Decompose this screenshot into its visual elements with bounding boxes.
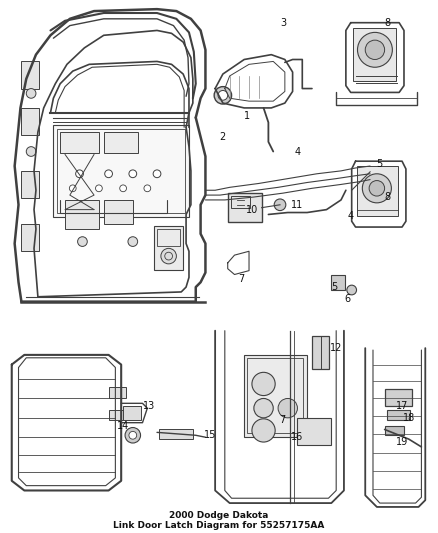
Bar (21, 224, 39, 251)
Bar (104, 200, 133, 224)
Text: 17: 17 (396, 401, 408, 411)
Bar (312, 335, 329, 369)
Bar (385, 389, 412, 406)
Bar (385, 425, 404, 435)
Circle shape (252, 419, 275, 442)
Circle shape (125, 427, 141, 443)
Circle shape (274, 199, 286, 211)
Circle shape (129, 431, 137, 439)
Bar (157, 229, 180, 246)
Bar (353, 28, 396, 81)
Bar (159, 430, 193, 439)
Circle shape (26, 147, 36, 156)
Bar (297, 418, 331, 445)
Circle shape (76, 170, 83, 177)
Circle shape (365, 40, 385, 60)
Bar (357, 166, 398, 216)
Text: 1: 1 (244, 111, 250, 120)
Bar (53, 125, 189, 217)
Bar (387, 410, 410, 420)
Bar (65, 200, 99, 229)
Circle shape (362, 174, 392, 203)
Bar (57, 129, 185, 214)
Text: 12: 12 (330, 343, 343, 353)
Circle shape (144, 185, 151, 192)
Bar (228, 193, 261, 222)
Text: 4: 4 (348, 212, 354, 221)
Circle shape (105, 170, 113, 177)
Text: 10: 10 (246, 205, 258, 215)
Text: 19: 19 (396, 437, 408, 447)
Bar (331, 274, 345, 290)
Text: 6: 6 (345, 294, 351, 304)
Bar (244, 355, 307, 437)
Circle shape (278, 399, 297, 418)
Text: 7: 7 (279, 415, 285, 425)
Bar (109, 387, 126, 399)
Circle shape (161, 248, 177, 264)
Bar (104, 132, 138, 154)
Circle shape (95, 185, 102, 192)
Text: 7: 7 (238, 274, 244, 284)
Circle shape (218, 91, 228, 100)
Circle shape (78, 237, 87, 246)
Circle shape (153, 170, 161, 177)
Circle shape (26, 88, 36, 98)
Text: 14: 14 (117, 421, 129, 431)
Circle shape (120, 185, 127, 192)
Circle shape (69, 185, 76, 192)
Bar (154, 226, 183, 270)
Bar (21, 171, 39, 198)
Bar (60, 132, 99, 154)
Text: 8: 8 (385, 18, 391, 28)
Circle shape (129, 170, 137, 177)
Text: 16: 16 (291, 432, 304, 442)
Text: 4: 4 (294, 147, 300, 157)
Text: 8: 8 (385, 192, 391, 202)
Circle shape (357, 33, 392, 67)
Text: 5: 5 (377, 159, 383, 169)
Text: 2000 Dodge Dakota
Link Door Latch Diagram for 55257175AA: 2000 Dodge Dakota Link Door Latch Diagra… (113, 511, 325, 530)
Circle shape (128, 237, 138, 246)
Bar (109, 410, 126, 420)
Bar (21, 108, 39, 135)
Text: 5: 5 (331, 282, 337, 292)
Text: 2: 2 (219, 132, 225, 142)
Circle shape (254, 399, 273, 418)
Circle shape (369, 181, 385, 196)
Text: 15: 15 (204, 430, 216, 440)
Bar (21, 61, 39, 88)
Bar (123, 406, 141, 420)
Circle shape (214, 87, 232, 104)
Text: 11: 11 (291, 200, 304, 210)
Bar (231, 196, 250, 208)
Circle shape (252, 373, 275, 395)
Circle shape (347, 285, 357, 295)
Text: 3: 3 (280, 18, 286, 28)
Bar (247, 358, 303, 433)
Text: 18: 18 (403, 413, 415, 423)
Text: 13: 13 (143, 401, 155, 411)
